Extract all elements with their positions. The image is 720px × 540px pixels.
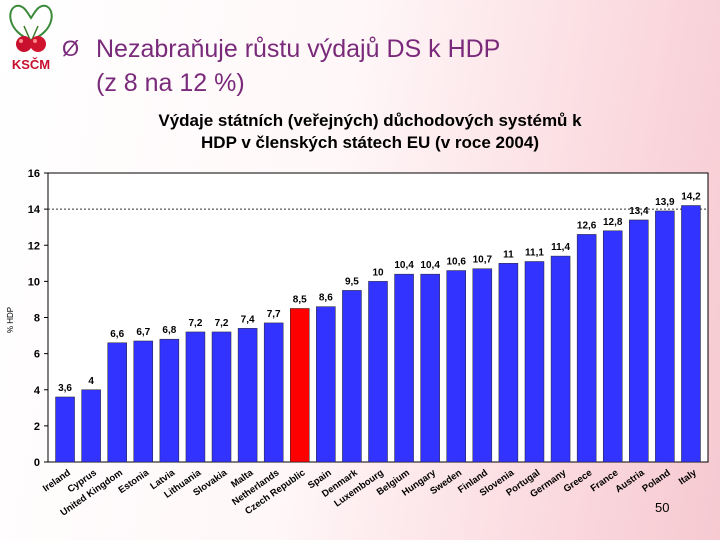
- x-tick-label: Italy: [677, 467, 699, 487]
- bar: [290, 308, 310, 463]
- value-label: 10,4: [420, 260, 440, 271]
- bar: [185, 331, 206, 463]
- y-tick-label: 14: [28, 204, 41, 216]
- headline-line-1: Nezabraňuje růstu výdajů DS k HDP: [96, 35, 501, 63]
- y-tick-label: 16: [28, 168, 40, 180]
- value-label: 6,6: [110, 329, 124, 340]
- bar: [107, 342, 127, 463]
- chart-title: Výdaje státních (veřejných) důchodových …: [40, 110, 700, 154]
- bar: [263, 322, 284, 463]
- bar-chart: 0 2 4 6 8 10 12 14 16 3,6 4 6,6 6,7 6,8 7,2 7,2 7,4 7,7 8…: [6, 168, 709, 519]
- value-label: 11: [503, 249, 514, 260]
- value-label: 13,9: [655, 197, 675, 208]
- value-label: 6,8: [162, 325, 176, 336]
- bar: [55, 396, 75, 463]
- y-axis-label: % HDP: [6, 307, 15, 333]
- bar: [629, 219, 649, 463]
- bar: [524, 261, 545, 463]
- value-label: 14,2: [681, 192, 701, 203]
- value-label: 7,2: [215, 318, 229, 329]
- y-tick-label: 12: [28, 240, 40, 252]
- bar: [159, 338, 180, 463]
- x-tick-label: Estonia: [117, 467, 152, 496]
- value-label: 4: [88, 376, 94, 387]
- value-label: 3,6: [58, 383, 72, 394]
- value-label: 11,4: [551, 242, 570, 253]
- value-label: 13,4: [629, 206, 649, 217]
- slide-number: 50: [655, 500, 670, 515]
- bar: [602, 230, 623, 463]
- bar: [394, 273, 414, 463]
- bar: [420, 273, 440, 463]
- chart-title-line-2: HDP v členských státech EU (v roce 2004): [201, 133, 539, 152]
- bar: [133, 340, 154, 463]
- value-label: 6,7: [136, 327, 150, 338]
- value-labels: 3,6 4 6,6 6,7 6,8 7,2 7,2 7,4 7,7 8,5 8,6 9,5 10 10,4…: [58, 192, 701, 394]
- bar: [681, 205, 701, 463]
- bar: [576, 234, 597, 463]
- value-label: 10,6: [447, 257, 467, 268]
- y-tick-label: 4: [34, 385, 41, 397]
- chart-title-line-1: Výdaje státních (veřejných) důchodových …: [158, 111, 582, 130]
- bar: [498, 263, 519, 463]
- bar: [211, 331, 232, 463]
- value-label: 7,7: [267, 309, 281, 320]
- value-label: 7,4: [241, 314, 255, 325]
- y-tick-label: 2: [34, 421, 40, 433]
- y-axis: 0 2 4 6 8 10 12 14 16: [28, 168, 48, 469]
- value-label: 12,8: [603, 217, 623, 228]
- bullet-arrow-icon: Ø: [62, 36, 80, 61]
- value-label: 8,5: [293, 294, 307, 305]
- bar: [237, 328, 258, 463]
- y-tick-label: 6: [34, 349, 40, 361]
- bar: [655, 210, 675, 463]
- bar: [316, 306, 336, 463]
- bar: [472, 268, 493, 463]
- y-tick-label: 8: [34, 313, 40, 325]
- value-label: 11,1: [525, 248, 544, 259]
- value-label: 9,5: [345, 276, 359, 287]
- bar: [446, 270, 466, 463]
- logo-text: KSČM: [12, 57, 50, 72]
- y-tick-label: 0: [34, 457, 40, 469]
- x-tick-label: Greece: [562, 467, 595, 494]
- bar: [550, 255, 571, 463]
- bar: [81, 389, 101, 463]
- value-label: 12,6: [577, 220, 597, 231]
- bar: [342, 290, 362, 463]
- value-label: 10: [372, 267, 384, 278]
- value-label: 7,2: [188, 318, 202, 329]
- kscm-logo: KSČM: [9, 4, 53, 72]
- headline-line-2: (z 8 na 12 %): [96, 69, 245, 97]
- value-label: 10,7: [473, 255, 493, 266]
- y-tick-label: 10: [28, 276, 40, 288]
- value-label: 8,6: [319, 293, 333, 304]
- x-tick-label: Poland: [640, 467, 672, 494]
- x-tick-label: Austria: [613, 467, 647, 495]
- bars: [55, 205, 701, 463]
- bar: [368, 281, 388, 463]
- value-label: 10,4: [394, 260, 414, 271]
